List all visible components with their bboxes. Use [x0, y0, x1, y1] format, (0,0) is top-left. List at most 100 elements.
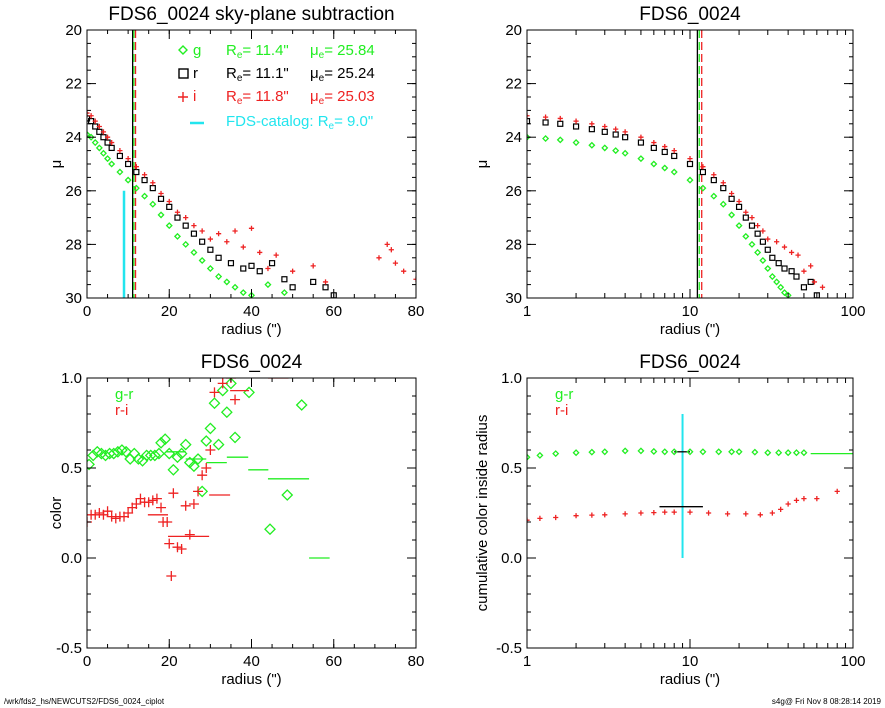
y-tick-label: 28	[505, 236, 522, 253]
data-point-i	[150, 180, 156, 186]
data-point-i	[109, 139, 115, 146]
data-point-r-i	[743, 511, 749, 517]
data-point-i	[257, 249, 263, 256]
data-point-r-i	[217, 378, 228, 389]
data-point-r-i	[188, 499, 199, 509]
y-tick-label: 0.0	[61, 550, 82, 567]
data-point-r-i	[143, 497, 154, 508]
data-point-r	[268, 260, 276, 267]
data-point-g-r	[588, 448, 596, 456]
y-tick-label: 20	[505, 22, 522, 39]
data-point-r-i	[724, 511, 731, 517]
data-point-g	[264, 281, 272, 289]
data-point-g-r	[204, 422, 217, 435]
data-point-r-i	[801, 496, 807, 502]
data-point-g	[99, 149, 107, 157]
data-point-i	[573, 118, 579, 124]
x-tick-label: 0	[83, 653, 91, 670]
data-point-g-r	[536, 451, 544, 459]
data-point-g-r	[715, 448, 723, 456]
x-tick-label: 80	[408, 303, 425, 320]
y-tick-label: 1.0	[61, 370, 82, 387]
data-point-r-i	[193, 486, 204, 497]
legend-sub: e	[237, 50, 243, 61]
x-tick-label: 10	[682, 653, 699, 670]
svg-text:FDS-catalog: Re= 9.0": FDS-catalog: Re= 9.0"	[226, 113, 373, 132]
x-axis-label: radius (")	[660, 321, 720, 338]
legend-sub: e	[319, 50, 325, 61]
x-tick-label: 80	[408, 653, 425, 670]
data-point-r	[788, 268, 795, 275]
data-point-r-i	[671, 509, 677, 515]
data-point-g-r	[735, 448, 743, 456]
data-point-i	[760, 228, 766, 234]
data-point-g-r	[751, 448, 759, 456]
data-point-i	[613, 126, 619, 132]
data-point-i	[392, 260, 399, 266]
data-point-g	[215, 273, 223, 281]
data-point-r	[174, 214, 181, 221]
y-tick-label: 24	[505, 129, 522, 146]
legend-entry-g: g Re= 11.4" μe= 25.84	[178, 42, 375, 61]
data-point-i	[602, 123, 608, 130]
data-point-r-i	[785, 501, 791, 507]
x-axis-label: radius (")	[221, 671, 281, 688]
data-point-i	[774, 239, 780, 245]
data-point-r	[256, 268, 263, 275]
data-point-r-i	[168, 488, 179, 499]
data-point-r-i	[180, 500, 191, 511]
x-axis-label: radius (")	[221, 321, 281, 338]
data-point-r-i	[147, 495, 158, 506]
data-point-r-i	[589, 512, 595, 518]
y-tick-label: 20	[65, 22, 82, 39]
data-point-i	[376, 255, 382, 261]
data-point-i	[207, 236, 213, 242]
data-point-r	[157, 195, 165, 202]
x-tick-label: 1	[523, 303, 531, 320]
data-point-r-i	[162, 517, 173, 527]
data-point-r-i	[102, 506, 113, 517]
data-point-g	[280, 289, 288, 297]
data-point-r-i	[209, 387, 220, 398]
data-point-g	[784, 291, 792, 298]
data-point-g	[650, 160, 658, 168]
data-point-r	[800, 284, 808, 291]
legend-mu-symbol: μ	[310, 65, 319, 82]
data-point-r	[542, 119, 549, 126]
data-point-r-i	[537, 515, 543, 521]
data-point-i	[557, 115, 563, 122]
y-tick-label: -0.5	[56, 640, 82, 657]
data-point-g	[165, 222, 173, 230]
data-point-i	[542, 114, 549, 120]
data-point-r	[108, 144, 115, 152]
data-point-r-i	[705, 510, 712, 516]
data-point-g-r	[784, 449, 792, 457]
data-point-r	[527, 118, 531, 125]
data-point-i	[216, 231, 222, 237]
data-point-g	[157, 211, 165, 219]
data-point-g	[780, 289, 789, 297]
axes-frame	[526, 29, 854, 299]
data-point-i	[125, 156, 131, 162]
data-point-r-i	[184, 529, 195, 540]
x-tick-label: 1	[523, 653, 531, 670]
y-tick-label: 22	[505, 76, 522, 93]
data-point-r	[754, 230, 761, 237]
data-point-g	[764, 265, 772, 273]
diamond-marker-icon	[178, 45, 188, 55]
data-point-r	[650, 144, 657, 152]
data-point-r	[686, 160, 694, 168]
data-point-g	[182, 240, 190, 248]
data-point-i	[141, 172, 148, 178]
y-tick-label: 28	[65, 236, 82, 253]
svg-text:μe= 25.84: μe= 25.84	[310, 42, 375, 61]
data-point-g-r	[91, 445, 104, 458]
data-point-r-i	[651, 510, 657, 516]
data-point-i	[310, 263, 316, 269]
y-tick-label: 1.0	[501, 370, 522, 387]
data-point-g-r	[140, 449, 153, 462]
data-point-r-i	[94, 508, 105, 518]
legend-re-symbol: R	[226, 88, 237, 105]
data-point-r	[622, 134, 629, 141]
x-tick-label: 20	[161, 303, 178, 320]
